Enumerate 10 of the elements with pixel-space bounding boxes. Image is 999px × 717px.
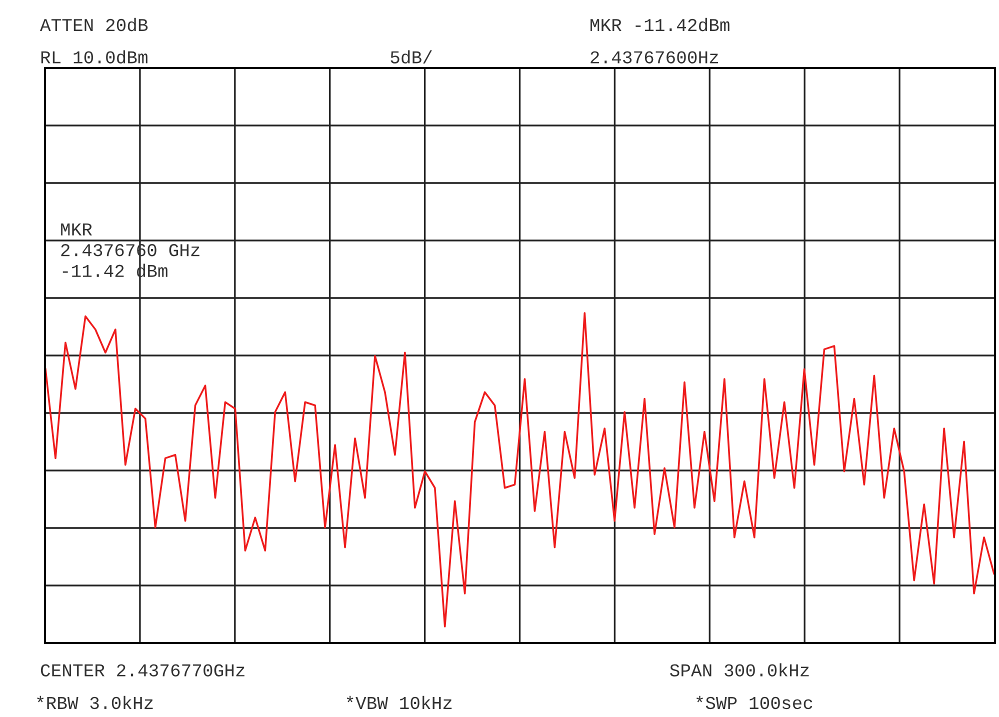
text: ATTEN 20dB (40, 18, 148, 32)
text: *SWP 100sec (696, 696, 812, 710)
text: CENTER 2.4376770GHz (40, 664, 244, 676)
text: SPAN 300.0kHz (670, 663, 809, 676)
text: MKR -11.42dBm (590, 18, 730, 32)
text: RL 10.0dBm (41, 50, 148, 64)
text: 5dB/ (390, 50, 432, 64)
text: *RBW 3.0kHz (37, 696, 153, 710)
text: *VBW 10kHz (346, 696, 452, 710)
text: 2.43767600Hz (590, 51, 718, 64)
